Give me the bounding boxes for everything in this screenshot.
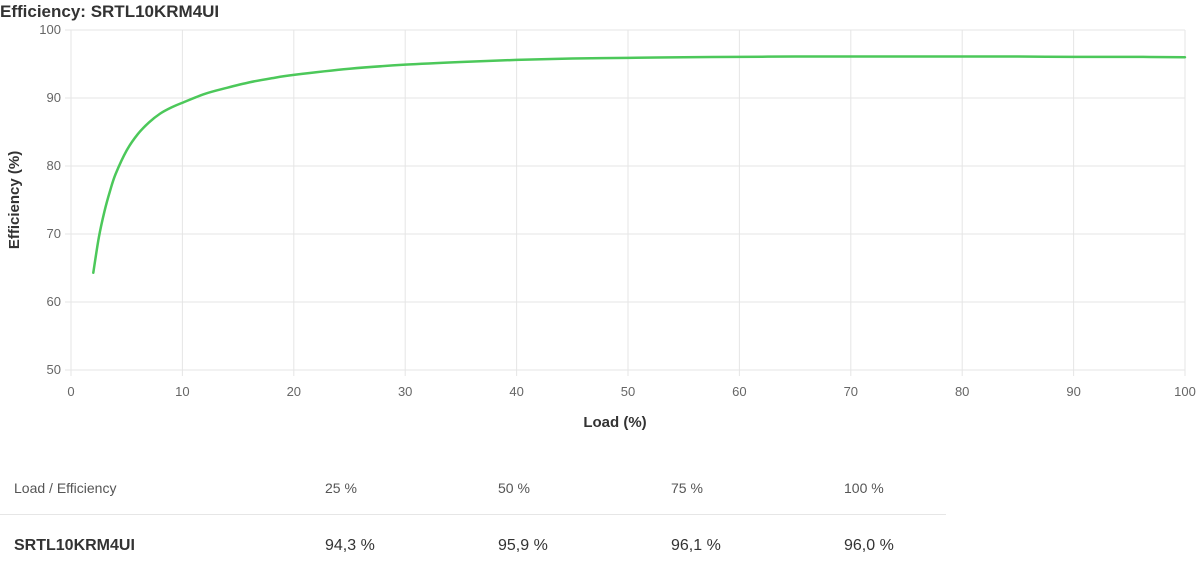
table-row: SRTL10KRM4UI 94,3 % 95,9 % 96,1 % 96,0 % <box>0 515 946 577</box>
x-tick-label: 30 <box>398 384 412 399</box>
x-tick-label: 90 <box>1066 384 1080 399</box>
table-cell-model: SRTL10KRM4UI <box>0 515 311 577</box>
y-tick-label: 80 <box>47 158 61 173</box>
x-tick-label: 20 <box>287 384 301 399</box>
y-axis-title: Efficiency (%) <box>6 151 23 249</box>
x-tick-label: 60 <box>732 384 746 399</box>
table-cell: 95,9 % <box>484 515 657 577</box>
x-axis-title: Load (%) <box>583 414 646 431</box>
x-tick-label: 70 <box>844 384 858 399</box>
efficiency-chart: 50 60 70 80 90 100 0 10 20 30 40 50 60 70 80 90 100 Load … <box>0 0 1200 440</box>
y-tick-label: 90 <box>47 90 61 105</box>
y-tick-label: 50 <box>47 362 61 377</box>
efficiency-series-line <box>93 56 1185 272</box>
y-tick-label: 60 <box>47 294 61 309</box>
x-tick-label: 100 <box>1174 384 1196 399</box>
x-tick-label: 0 <box>67 384 74 399</box>
table-header-cell: 100 % <box>830 462 946 515</box>
table-cell: 96,1 % <box>657 515 830 577</box>
table-cell: 94,3 % <box>311 515 484 577</box>
table-header-cell: Load / Efficiency <box>0 462 311 515</box>
table-cell: 96,0 % <box>830 515 946 577</box>
y-tick-label: 100 <box>39 22 61 37</box>
table-header-row: Load / Efficiency 25 % 50 % 75 % 100 % <box>0 462 946 515</box>
table-header-cell: 25 % <box>311 462 484 515</box>
table-header-cell: 75 % <box>657 462 830 515</box>
x-tick-label: 40 <box>509 384 523 399</box>
table-header-cell: 50 % <box>484 462 657 515</box>
y-tick-label: 70 <box>47 226 61 241</box>
x-tick-label: 10 <box>175 384 189 399</box>
x-tick-label: 50 <box>621 384 635 399</box>
efficiency-table: Load / Efficiency 25 % 50 % 75 % 100 % S… <box>0 462 946 577</box>
x-tick-label: 80 <box>955 384 969 399</box>
